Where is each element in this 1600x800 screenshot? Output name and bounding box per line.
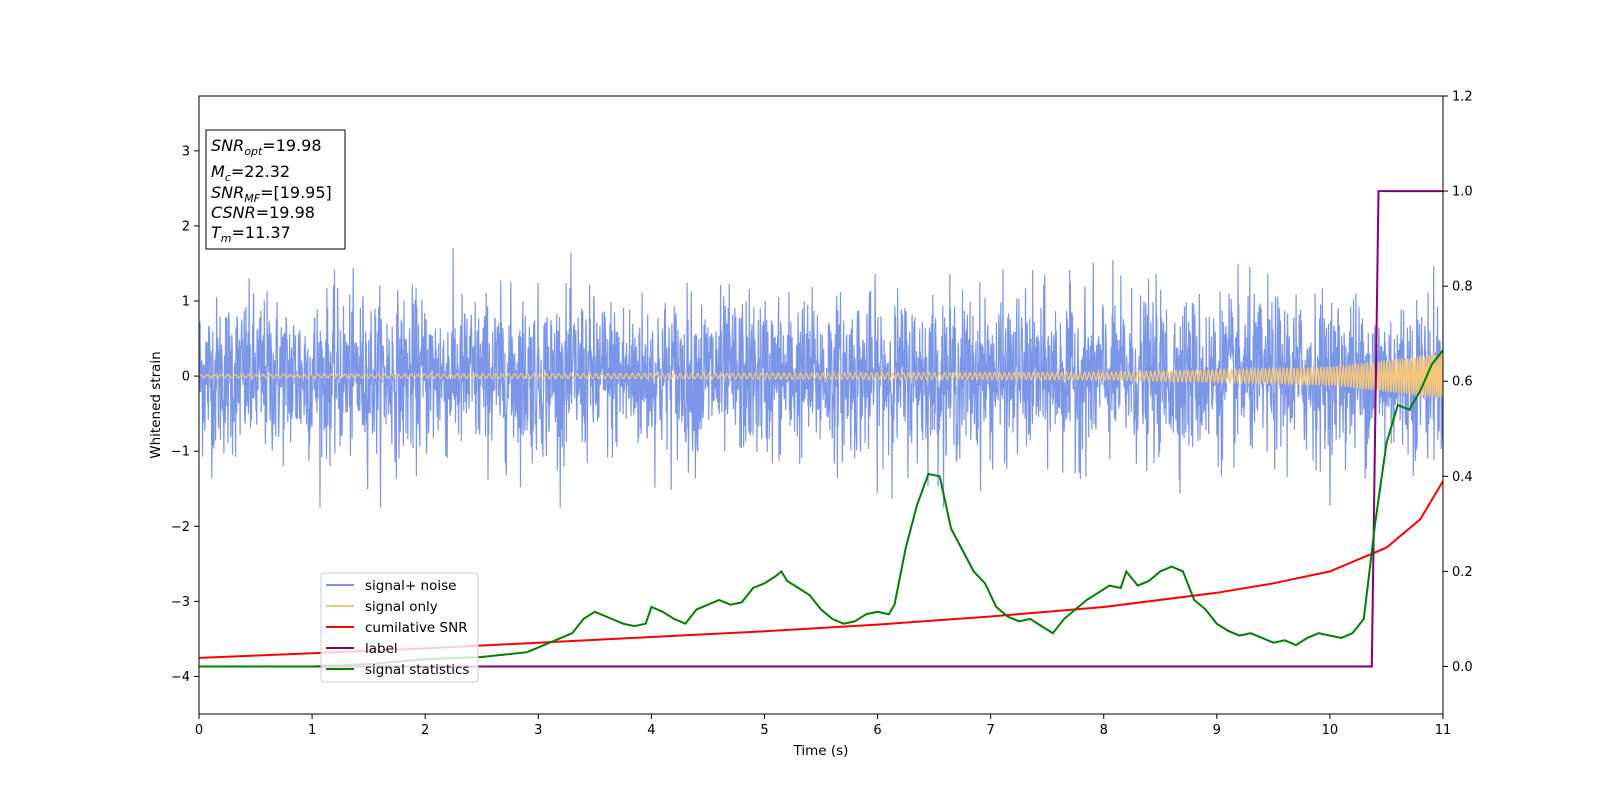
y-tick-label: 3 bbox=[182, 144, 190, 159]
y-tick-label: 2 bbox=[182, 219, 190, 234]
x-axis-label: Time (s) bbox=[793, 743, 849, 759]
series-signal-only-line bbox=[199, 354, 1443, 399]
series-signal-noise-line bbox=[199, 248, 1443, 508]
y-axis-label: Whitened strain bbox=[148, 351, 164, 458]
y-axis-ticks: 3 2 1 0 −1 −2 −3 −4 bbox=[171, 144, 199, 685]
y2-tick-label: 0.0 bbox=[1452, 660, 1473, 675]
y-tick-label: 1 bbox=[182, 294, 190, 309]
legend-label-label: label bbox=[365, 641, 398, 657]
y2-axis-ticks: 1.2 1.0 0.8 0.6 0.4 0.2 0.0 bbox=[1443, 90, 1473, 675]
legend-label-signal-statistics: signal statistics bbox=[365, 662, 469, 678]
legend: signal+ noise signal only cumilative SNR… bbox=[320, 572, 479, 683]
x-tick-label: 2 bbox=[421, 723, 429, 738]
y2-tick-label: 0.2 bbox=[1452, 565, 1473, 580]
x-tick-label: 1 bbox=[308, 723, 316, 738]
y2-tick-label: 0.8 bbox=[1452, 280, 1473, 295]
y2-tick-label: 0.4 bbox=[1452, 470, 1473, 485]
legend-label-cumulative-snr: cumilative SNR bbox=[365, 620, 468, 636]
x-axis-ticks: 0 1 2 3 4 5 6 7 8 9 10 11 bbox=[195, 714, 1451, 738]
y-tick-label: −2 bbox=[171, 520, 190, 535]
x-tick-label: 7 bbox=[986, 723, 994, 738]
x-tick-label: 3 bbox=[534, 723, 542, 738]
x-tick-label: 6 bbox=[873, 723, 881, 738]
y2-tick-label: 1.2 bbox=[1452, 90, 1473, 105]
x-tick-label: 0 bbox=[195, 723, 203, 738]
plot-frame bbox=[198, 95, 1444, 715]
info-box: SNRopt=19.98 Mc=22.32 SNRMF=[19.95] CSNR… bbox=[205, 129, 346, 250]
y-tick-label: −1 bbox=[171, 445, 190, 460]
info-snr-opt: SNRopt=19.98 bbox=[211, 136, 322, 158]
legend-label-signal-noise: signal+ noise bbox=[365, 578, 456, 594]
x-tick-label: 8 bbox=[1100, 723, 1108, 738]
y-tick-label: −3 bbox=[171, 595, 190, 610]
series-label-line bbox=[199, 190, 1443, 668]
info-csnr: CSNR=19.98 bbox=[211, 203, 315, 222]
y-tick-label: −4 bbox=[171, 670, 190, 685]
legend-frame bbox=[320, 572, 479, 683]
series-signal-statistics-line bbox=[199, 349, 1443, 668]
y2-tick-label: 0.6 bbox=[1452, 375, 1473, 390]
x-tick-label: 5 bbox=[760, 723, 768, 738]
legend-label-signal-only: signal only bbox=[365, 599, 438, 615]
x-tick-label: 9 bbox=[1213, 723, 1221, 738]
x-tick-label: 10 bbox=[1322, 723, 1339, 738]
info-snr-mf: SNRMF=[19.95] bbox=[211, 183, 332, 205]
info-tm: Tm=11.37 bbox=[211, 223, 291, 245]
x-tick-label: 11 bbox=[1435, 723, 1452, 738]
y2-tick-label: 1.0 bbox=[1452, 185, 1473, 200]
y-tick-label: 0 bbox=[182, 370, 190, 385]
x-tick-label: 4 bbox=[647, 723, 655, 738]
info-box-frame bbox=[205, 129, 346, 250]
info-mc: Mc=22.32 bbox=[211, 162, 290, 184]
